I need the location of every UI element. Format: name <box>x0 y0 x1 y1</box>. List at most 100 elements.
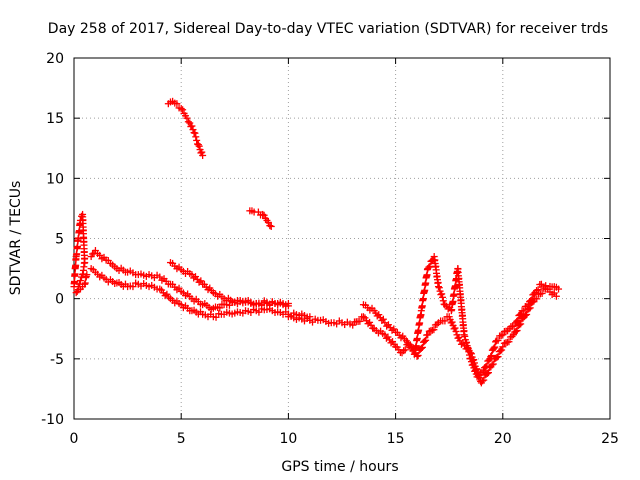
data-point <box>489 360 497 368</box>
data-point <box>177 105 185 113</box>
chart-title: Day 258 of 2017, Sidereal Day-to-day VTE… <box>48 21 608 37</box>
data-point <box>467 350 475 358</box>
data-point <box>512 327 520 335</box>
y-tick-label: -5 <box>50 352 64 368</box>
data-point <box>192 133 200 141</box>
data-point <box>533 295 541 303</box>
data-point <box>438 290 446 298</box>
data-point <box>430 326 438 334</box>
data-point <box>491 343 499 351</box>
data-point <box>424 331 432 339</box>
data-point <box>356 317 364 325</box>
data-point <box>435 284 443 292</box>
data-point <box>487 353 495 361</box>
y-tick-label: -10 <box>41 412 64 428</box>
data-point <box>488 352 496 360</box>
y-axis-label: SDTVAR / TECUs <box>8 181 24 296</box>
data-point <box>441 317 449 325</box>
data-point <box>515 321 523 329</box>
data-point <box>179 106 187 114</box>
data-point <box>421 337 429 345</box>
data-point <box>441 301 449 309</box>
x-tick-label: 0 <box>70 431 79 447</box>
data-point <box>373 312 381 320</box>
data-point <box>406 341 414 349</box>
data-point <box>359 313 367 321</box>
data-point <box>533 287 541 295</box>
data-point <box>434 283 442 291</box>
data-point <box>462 345 470 353</box>
data-point <box>448 318 456 326</box>
data-point <box>467 349 475 357</box>
data-point <box>499 343 507 351</box>
data-point <box>212 313 220 321</box>
data-point <box>452 327 460 335</box>
data-point <box>413 352 421 360</box>
data-point <box>266 222 274 230</box>
data-point <box>496 347 504 355</box>
data-point <box>414 351 422 359</box>
data-point <box>485 356 493 364</box>
x-axis-label: GPS time / hours <box>281 459 398 475</box>
data-point <box>418 343 426 351</box>
data-point <box>195 142 203 150</box>
data-point <box>264 218 272 226</box>
data-point <box>485 369 493 377</box>
data-point <box>555 285 563 293</box>
data-point <box>193 136 201 144</box>
data-point <box>190 274 198 282</box>
grid <box>74 58 610 419</box>
data-point <box>488 361 496 369</box>
data-point <box>197 277 205 285</box>
data-point <box>483 369 491 377</box>
data-point <box>517 320 525 328</box>
data-point <box>451 324 459 332</box>
data-point <box>216 304 224 312</box>
data-point <box>439 293 446 301</box>
data-point <box>493 353 501 361</box>
data-point <box>498 346 506 354</box>
data-point <box>83 271 91 279</box>
data-point <box>457 340 465 348</box>
data-point <box>470 356 478 364</box>
data-point <box>76 277 84 285</box>
data-points <box>70 97 563 387</box>
data-point <box>494 336 502 344</box>
data-point <box>383 322 391 330</box>
data-point <box>475 371 483 379</box>
data-point <box>401 346 409 354</box>
data-point <box>513 327 521 335</box>
data-point <box>382 334 390 342</box>
data-point <box>479 377 487 385</box>
data-point <box>387 339 395 347</box>
data-point <box>184 118 192 126</box>
data-point <box>480 376 488 384</box>
data-point <box>422 336 430 344</box>
data-point <box>505 338 513 346</box>
y-tick-label: 20 <box>46 51 64 67</box>
y-tick-label: 5 <box>55 232 64 248</box>
data-point <box>408 344 416 352</box>
y-tick-label: 15 <box>46 111 64 127</box>
y-tick-label: 0 <box>55 292 64 308</box>
data-point <box>379 315 387 323</box>
x-tick-label: 5 <box>177 431 186 447</box>
data-point <box>267 222 275 230</box>
data-point <box>198 148 206 156</box>
data-point <box>188 122 196 130</box>
data-point <box>194 141 202 149</box>
data-point <box>199 151 207 159</box>
data-point <box>552 292 560 300</box>
x-tick-label: 15 <box>387 431 405 447</box>
x-tick-label: 10 <box>279 431 297 447</box>
data-point <box>470 359 478 367</box>
data-point <box>417 344 425 352</box>
data-point <box>526 304 534 312</box>
data-point <box>189 126 197 134</box>
x-tick-label: 20 <box>494 431 512 447</box>
data-point <box>521 311 529 319</box>
data-point <box>225 301 233 309</box>
data-point <box>173 100 181 108</box>
